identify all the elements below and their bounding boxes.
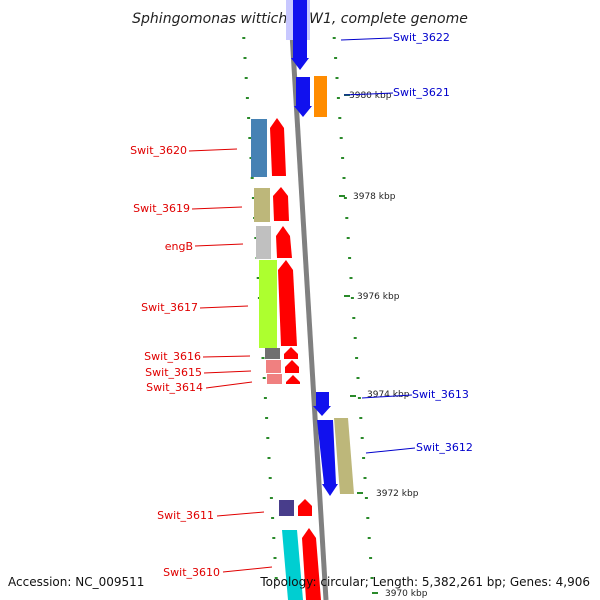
scale-label: 3970 kbp	[385, 589, 428, 599]
gene-label-swit-3611[interactable]: Swit_3611	[157, 509, 214, 522]
leader-line	[365, 447, 416, 454]
gene-label-swit-3616[interactable]: Swit_3616	[144, 350, 201, 363]
forward-strand-features	[251, 118, 321, 600]
gene-label-engb[interactable]: engB	[165, 240, 193, 253]
right-tick-marks	[332, 37, 374, 579]
feature-box-turquoise[interactable]	[282, 530, 303, 600]
gene-label-swit-3610[interactable]: Swit_3610	[163, 566, 220, 579]
gene-arrow-swit-3622[interactable]	[291, 0, 309, 70]
feature-box-silver[interactable]	[256, 226, 271, 259]
gene-arrow-swit-3612[interactable]	[317, 420, 338, 496]
scale-label: 3980 kbp	[349, 91, 392, 101]
feature-box-khaki-right[interactable]	[334, 418, 354, 494]
leader-line	[216, 511, 265, 517]
feature-box-khaki[interactable]	[254, 188, 270, 222]
feature-box-orange[interactable]	[314, 76, 327, 117]
leader-line	[199, 305, 249, 309]
feature-box-slateblue[interactable]	[279, 500, 294, 516]
gene-label-swit-3614[interactable]: Swit_3614	[146, 381, 203, 394]
feature-box-lightcoral[interactable]	[266, 360, 281, 373]
gene-arrow-swit-3616[interactable]	[284, 347, 298, 359]
reverse-strand-features	[291, 0, 354, 496]
gene-label-swit-3620[interactable]: Swit_3620	[130, 144, 187, 157]
leader-line	[191, 206, 243, 210]
feature-box-steelblue[interactable]	[251, 119, 267, 177]
feature-box-lime[interactable]	[259, 260, 277, 348]
leader-line	[194, 243, 244, 247]
gene-arrow-engb[interactable]	[276, 226, 292, 258]
gene-label-swit-3621[interactable]: Swit_3621	[393, 86, 450, 99]
gene-arrow-swit-3614[interactable]	[286, 375, 300, 384]
feature-box-gray[interactable]	[265, 348, 280, 359]
scale-label: 3978 kbp	[353, 192, 396, 202]
gene-arrow-swit-3615[interactable]	[285, 360, 299, 373]
leader-line	[222, 566, 273, 573]
leader-line	[343, 92, 394, 96]
leader-line	[340, 37, 393, 41]
gene-arrow-swit-3620[interactable]	[270, 118, 286, 176]
forward-gene-labels: Swit_3620 Swit_3619 engB Swit_3617 Swit_…	[130, 144, 273, 579]
gene-label-swit-3612[interactable]: Swit_3612	[416, 441, 473, 454]
gene-label-swit-3613[interactable]: Swit_3613	[412, 388, 469, 401]
leader-line	[361, 394, 413, 399]
leader-line	[205, 381, 253, 389]
gene-label-swit-3622[interactable]: Swit_3622	[393, 31, 450, 44]
reverse-gene-labels: Swit_3622 Swit_3621 Swit_3613 Swit_3612	[340, 31, 473, 454]
leader-line	[202, 355, 251, 358]
scale-labels: 3980 kbp 3978 kbp 3976 kbp 3974 kbp 3972…	[339, 91, 428, 599]
gene-arrow-swit-3610[interactable]	[302, 528, 321, 600]
topology-text: Topology: circular; Length: 5,382,261 bp…	[259, 575, 590, 589]
accession-text: Accession: NC_009511	[8, 575, 144, 589]
scale-label: 3976 kbp	[357, 292, 400, 302]
gene-arrow-swit-3619[interactable]	[273, 187, 289, 221]
gene-arrow-swit-3613[interactable]	[313, 392, 331, 416]
gene-arrow-swit-3621[interactable]	[294, 77, 312, 117]
gene-label-swit-3615[interactable]: Swit_3615	[145, 366, 202, 379]
feature-box-lightcoral-small[interactable]	[267, 374, 282, 384]
gene-label-swit-3619[interactable]: Swit_3619	[133, 202, 190, 215]
leader-line	[188, 148, 238, 152]
leader-line	[203, 370, 252, 374]
gene-label-swit-3617[interactable]: Swit_3617	[141, 301, 198, 314]
gene-arrow-swit-3617[interactable]	[278, 260, 297, 346]
gene-arrow-swit-3611[interactable]	[298, 499, 312, 516]
scale-label: 3972 kbp	[376, 489, 419, 499]
scale-label: 3974 kbp	[367, 390, 410, 400]
